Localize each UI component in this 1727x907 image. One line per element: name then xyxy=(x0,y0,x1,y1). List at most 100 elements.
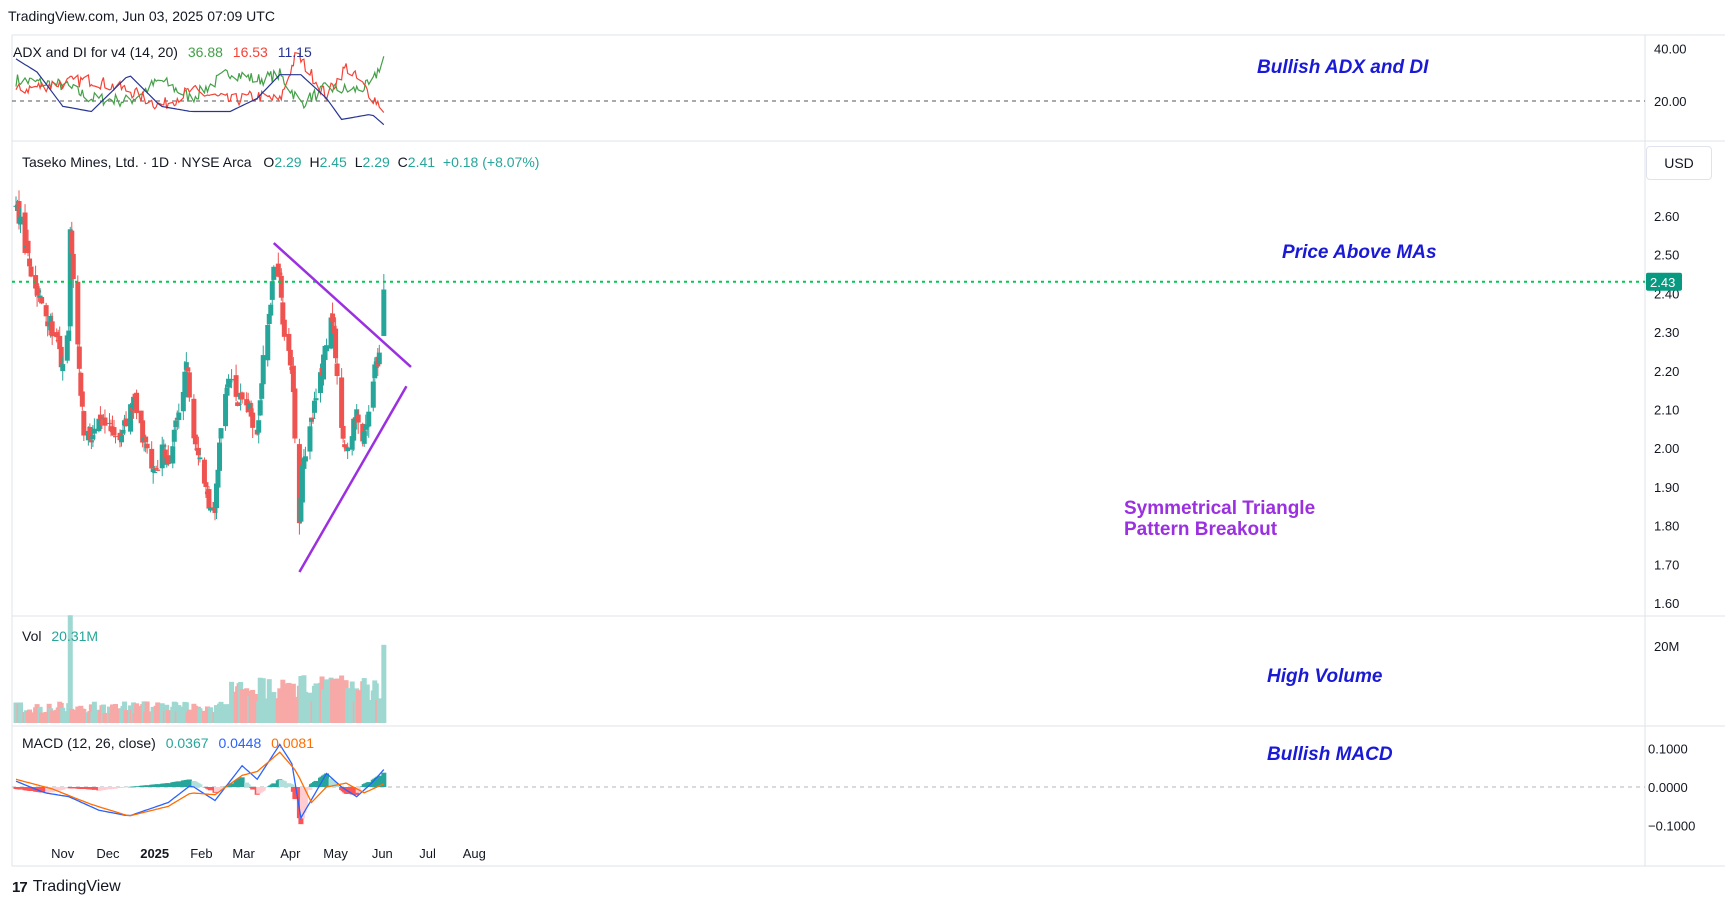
candle-body xyxy=(91,428,97,434)
candle-body xyxy=(75,281,81,345)
candle-body xyxy=(229,379,235,381)
candle-body xyxy=(182,371,188,398)
candle-body xyxy=(183,362,189,370)
adx-legend-title: ADX and DI for v4 (14, 20) xyxy=(13,44,178,60)
macd-tick-label: 0.0000 xyxy=(1648,780,1688,795)
candle-body xyxy=(155,469,161,471)
candle-body xyxy=(370,381,376,408)
macd-histogram-bar xyxy=(334,785,340,787)
macd-legend[interactable]: MACD (12, 26, close) 0.0367 0.0448 0.008… xyxy=(22,735,314,751)
macd-histogram-bar xyxy=(18,787,24,790)
adx-legend[interactable]: ADX and DI for v4 (14, 20) 36.88 16.53 1… xyxy=(13,44,312,60)
macd-histogram-bar xyxy=(165,783,171,787)
candle-body xyxy=(236,403,242,405)
macd-histogram-bar xyxy=(250,787,256,790)
candle-body xyxy=(192,434,198,445)
tradingview-brand[interactable]: 17 TradingView xyxy=(12,878,121,896)
price-tick-label: 2.30 xyxy=(1654,325,1679,340)
candle-body xyxy=(159,444,165,469)
macd-histogram-bar xyxy=(176,781,182,787)
candle-body xyxy=(76,346,82,369)
candle-body xyxy=(271,266,277,280)
macd-histogram-bar xyxy=(289,784,295,787)
volume-bar xyxy=(334,678,340,723)
candle-body xyxy=(119,435,125,443)
candle-body xyxy=(355,414,361,423)
macd-histogram-bar xyxy=(39,787,45,793)
candle-body xyxy=(70,253,76,279)
price-tick-label: 1.90 xyxy=(1654,480,1679,495)
candle-body xyxy=(302,456,308,462)
volume-bar xyxy=(218,701,224,723)
volume-bar xyxy=(81,708,87,723)
volume-bar xyxy=(281,683,287,723)
adx-minus-di-line xyxy=(15,51,385,113)
candle-body xyxy=(256,420,262,433)
macd-histogram-bar xyxy=(91,787,97,790)
candle-body xyxy=(60,364,66,372)
candle-body xyxy=(351,418,357,441)
candle-body xyxy=(244,399,250,406)
macd-histogram-bar xyxy=(102,787,108,790)
open-value: 2.29 xyxy=(274,154,302,170)
candle-body xyxy=(54,332,60,338)
price-tick-label: 2.20 xyxy=(1654,364,1679,379)
volume-bar xyxy=(229,681,235,723)
candle-body xyxy=(173,420,179,427)
annotation-triangle-line1: Symmetrical Triangle xyxy=(1124,498,1316,519)
candle-body xyxy=(112,435,118,437)
volume-bar xyxy=(91,701,97,723)
last-price-label: 2.43 xyxy=(1650,275,1675,290)
candle-body xyxy=(268,304,274,316)
volume-bar xyxy=(345,688,351,723)
candle-body xyxy=(345,447,351,452)
macd-histogram-bar xyxy=(186,779,192,787)
macd-histogram-bar xyxy=(260,787,266,791)
candle-body xyxy=(330,313,336,323)
candle-body xyxy=(321,354,327,380)
candle-body xyxy=(278,275,284,298)
candle-body xyxy=(16,201,22,224)
currency-button[interactable]: USD xyxy=(1646,146,1712,180)
candle-body xyxy=(269,281,275,300)
candle-body xyxy=(257,400,263,416)
candle-body xyxy=(171,429,177,442)
adx-tick-label: 20.00 xyxy=(1654,94,1687,109)
candle-body xyxy=(286,333,292,351)
candle-body xyxy=(152,471,158,474)
macd-histogram-bar xyxy=(376,775,382,787)
high-label: H xyxy=(309,154,320,170)
high-value: 2.45 xyxy=(319,154,347,170)
volume-bar xyxy=(250,689,256,723)
candle-body xyxy=(79,391,85,407)
volume-bar xyxy=(134,703,140,723)
volume-bar xyxy=(324,679,330,723)
macd-histogram-bar xyxy=(324,773,330,787)
macd-tick-label: 0.1000 xyxy=(1648,741,1688,756)
price-tick-label: 1.70 xyxy=(1654,557,1679,572)
annotation-high-volume: High Volume xyxy=(1267,666,1383,687)
volume-tick-label: 20M xyxy=(1654,639,1679,654)
price-tick-label: 2.60 xyxy=(1654,209,1679,224)
change-value: +0.18 (+8.07%) xyxy=(442,154,540,170)
volume-legend[interactable]: Vol 20.31M xyxy=(22,628,98,644)
candle-body xyxy=(102,417,108,426)
price-legend[interactable]: Taseko Mines, Ltd. · 1D · NYSE Arca O2.2… xyxy=(22,154,539,170)
candle-body xyxy=(186,372,192,398)
macd-histogram-bar xyxy=(381,772,387,787)
candle-body xyxy=(36,290,42,293)
macd-histogram-bar xyxy=(218,787,224,790)
candle-body xyxy=(313,398,319,401)
volume-bar xyxy=(144,701,150,723)
macd-histogram-bar xyxy=(70,787,76,789)
candle-body xyxy=(247,402,253,411)
candle-body xyxy=(381,289,387,336)
macd-histogram-bar xyxy=(197,784,203,787)
annotation-bullish-adx: Bullish ADX and DI xyxy=(1257,57,1429,78)
price-tick-label: 1.80 xyxy=(1654,519,1679,534)
annotation-price-above-mas: Price Above MAs xyxy=(1282,242,1437,263)
time-tick-label: Dec xyxy=(96,846,120,861)
macd-histogram-bar xyxy=(229,783,235,787)
candle-body xyxy=(106,422,112,424)
